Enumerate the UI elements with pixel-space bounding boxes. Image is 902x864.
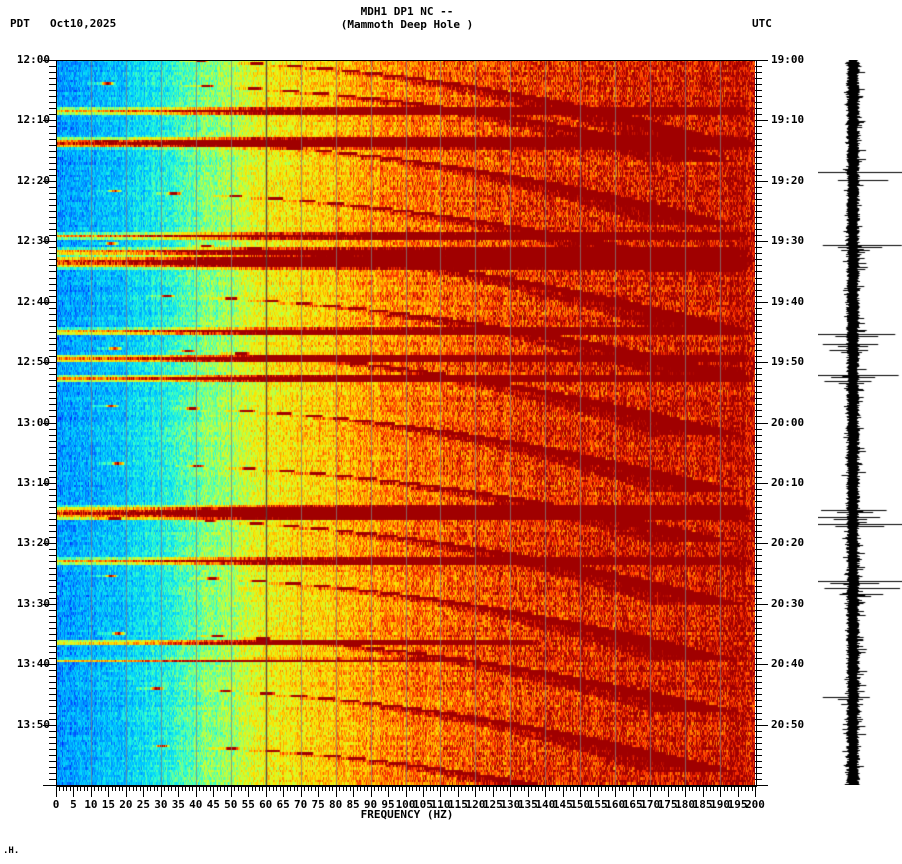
x-tick-label: 185 <box>692 798 713 811</box>
spectrogram-plot[interactable] <box>56 60 755 785</box>
x-tick-label: 25 <box>136 798 150 811</box>
y-tick-label-pdt: 13:20 <box>16 536 50 550</box>
waveform-panel[interactable] <box>818 60 902 785</box>
x-tick-label: 180 <box>675 798 696 811</box>
y-tick-label-utc: 20:00 <box>771 415 805 429</box>
corner-mark: .H. <box>3 846 20 856</box>
x-tick-label: 75 <box>311 798 325 811</box>
y-tick-label-pdt: 13:00 <box>16 415 50 429</box>
x-tick-label: 10 <box>84 798 98 811</box>
y-tick-label-pdt: 12:40 <box>16 294 50 308</box>
x-tick-label: 70 <box>294 798 308 811</box>
x-tick-label: 100 <box>395 798 416 811</box>
y-tick-label-pdt: 13:40 <box>16 657 50 671</box>
x-tick-label: 170 <box>640 798 661 811</box>
y-tick-label-utc: 20:20 <box>771 536 805 550</box>
station-title: MDH1 DP1 NC -- <box>360 5 454 18</box>
x-tick-label: 130 <box>500 798 521 811</box>
x-tick-label: 30 <box>154 798 168 811</box>
y-tick-label-utc: 19:40 <box>771 294 805 308</box>
y-tick-label-utc: 19:30 <box>771 234 805 248</box>
y-tick-label-utc: 19:00 <box>771 53 805 66</box>
x-tick-label: 20 <box>119 798 133 811</box>
x-tick-label: 50 <box>224 798 238 811</box>
y-tick-label-utc: 20:50 <box>771 717 805 731</box>
x-tick-label: 140 <box>535 798 556 811</box>
y-tick-label-utc: 19:20 <box>771 173 805 187</box>
x-tick-label: 65 <box>276 798 290 811</box>
x-tick-label: 80 <box>328 798 343 811</box>
waveform-canvas <box>818 60 902 785</box>
x-tick-label: 150 <box>570 798 591 811</box>
x-tick-label: 155 <box>587 798 608 811</box>
y-tick-label-pdt: 12:50 <box>16 355 50 369</box>
x-tick-label: 90 <box>363 798 378 811</box>
x-tick-label: 125 <box>482 798 503 811</box>
x-tick-label: 45 <box>206 798 220 811</box>
x-axis-title: FREQUENCY (HZ) <box>360 808 454 821</box>
x-tick-label: 35 <box>171 798 185 811</box>
y-tick-label-pdt: 13:50 <box>16 717 50 731</box>
y-tick-label-pdt: 12:10 <box>16 113 50 127</box>
x-tick-label: 95 <box>381 798 395 811</box>
x-tick-label: 120 <box>465 798 486 811</box>
y-tick-label-utc: 20:10 <box>771 475 805 489</box>
x-tick-label: 200 <box>745 798 765 811</box>
y-tick-label-utc: 20:40 <box>771 657 805 671</box>
timezone-label-left: PDT <box>10 17 30 30</box>
x-tick-label: 195 <box>727 798 748 811</box>
y-tick-label-utc: 19:50 <box>771 355 805 369</box>
x-tick-label: 175 <box>657 798 678 811</box>
station-subtitle: (Mammoth Deep Hole ) <box>340 18 474 31</box>
x-tick-label: 60 <box>259 798 273 811</box>
y-tick-label-utc: 19:10 <box>771 113 805 127</box>
x-tick-label: 115 <box>447 798 468 811</box>
spectrogram-canvas <box>56 60 755 785</box>
x-tick-label: 145 <box>552 798 573 811</box>
y-tick-label-pdt: 12:00 <box>16 53 50 66</box>
date-label: Oct10,2025 <box>50 17 117 30</box>
x-tick-label: 5 <box>70 798 77 811</box>
x-tick-label: 40 <box>189 798 203 811</box>
x-tick-label: 55 <box>241 798 255 811</box>
x-tick-label: 105 <box>413 798 433 811</box>
x-tick-label: 15 <box>101 798 116 811</box>
x-tick-label: 110 <box>430 798 451 811</box>
x-tick-label: 190 <box>710 798 730 811</box>
x-tick-label: 160 <box>605 798 626 811</box>
x-tick-label: 85 <box>346 798 360 811</box>
x-tick-label: 135 <box>517 798 538 811</box>
y-tick-label-pdt: 13:10 <box>16 475 50 489</box>
x-tick-label: 165 <box>622 798 643 811</box>
y-tick-label-pdt: 13:30 <box>16 596 50 610</box>
y-tick-label-pdt: 12:30 <box>16 234 50 248</box>
y-tick-label-pdt: 12:20 <box>16 173 50 187</box>
timezone-label-right: UTC <box>752 17 772 30</box>
y-tick-label-utc: 20:30 <box>771 596 805 610</box>
x-tick-label: 0 <box>52 798 60 811</box>
